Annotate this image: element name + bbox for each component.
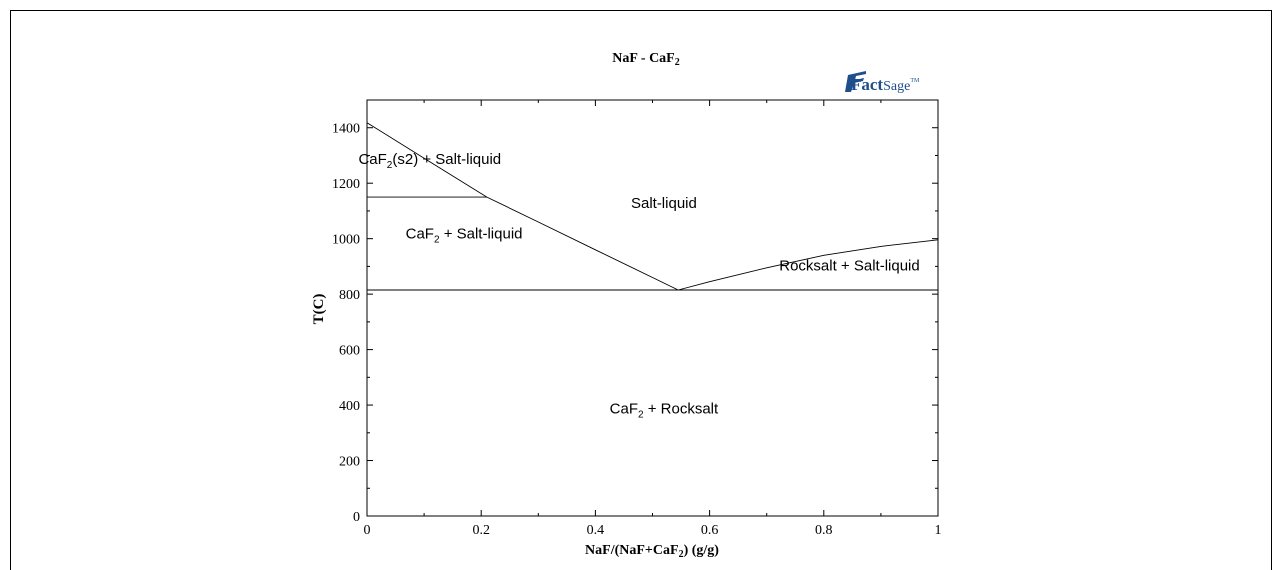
- phase-boundary-line-1: [366, 122, 679, 291]
- x-tick-label: 0: [364, 523, 371, 538]
- y-axis: 0 200 400 600 800 1000 1200 1400: [332, 122, 938, 525]
- y-tick-label: 1000: [332, 233, 360, 248]
- phase-region-label: CaF2 + Rocksalt: [610, 400, 719, 420]
- phase-boundaries: [366, 122, 939, 291]
- figure-frame: [10, 10, 1272, 570]
- x-tick-label: 0.2: [472, 523, 490, 538]
- phase-boundary-line-2: [678, 239, 939, 291]
- y-axis-label: T(C): [311, 294, 327, 325]
- y-tick-label: 400: [339, 399, 360, 414]
- x-tick-label: 0.8: [815, 523, 833, 538]
- logo-text: FactSageTM: [851, 75, 920, 94]
- factsage-logo: FactSageTM: [845, 71, 920, 94]
- phase-region-label: CaF2(s2) + Salt-liquid: [358, 151, 501, 171]
- y-tick-label: 800: [339, 288, 360, 303]
- x-tick-label: 0.6: [701, 523, 719, 538]
- y-tick-label: 600: [339, 344, 360, 359]
- logo-f-glyph: [845, 71, 866, 92]
- y-tick-label: 1400: [332, 122, 360, 137]
- chart-title: NaF - CaF2: [612, 51, 679, 68]
- x-axis-label: NaF/(NaF+CaF2) (g/g): [585, 543, 719, 560]
- x-tick-label: 0.4: [587, 523, 605, 538]
- y-tick-label: 0: [353, 510, 360, 525]
- phase-region-label: CaF2 + Salt-liquid: [406, 226, 523, 246]
- x-tick-label: 1: [935, 523, 942, 538]
- phase-region-labels: CaF2(s2) + Salt-liquid Salt-liquid CaF2 + …: [358, 151, 919, 421]
- x-axis: 0 0.2 0.4 0.6 0.8 1: [364, 100, 942, 538]
- phase-region-label: Rocksalt + Salt-liquid: [779, 258, 919, 275]
- y-tick-label: 1200: [332, 177, 360, 192]
- y-tick-label: 200: [339, 455, 360, 470]
- phase-region-label: Salt-liquid: [631, 195, 697, 212]
